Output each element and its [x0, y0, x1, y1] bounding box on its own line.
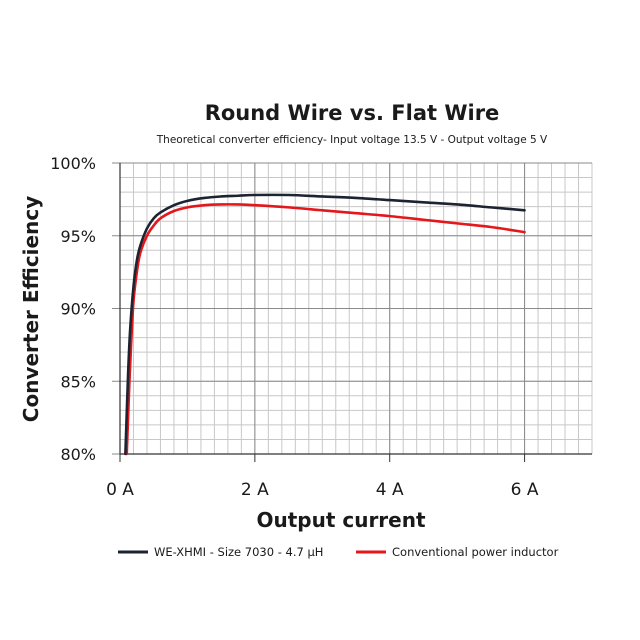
legend-label-conventional: Conventional power inductor — [392, 545, 559, 559]
series-line-we-xhmi — [124, 193, 526, 456]
y-tick-labels: 80% 85% 90% 95% 100% — [50, 154, 96, 464]
legend-label-we-xhmi: WE-XHMI - Size 7030 - 4.7 µH — [154, 545, 323, 559]
series-line-conventional — [125, 203, 526, 456]
y-tick-label: 90% — [60, 300, 96, 319]
x-tick-label: 6 A — [511, 480, 539, 500]
y-tick-label: 80% — [60, 445, 96, 464]
series-layer — [124, 193, 526, 456]
x-tick-labels: 0 A 2 A 4 A 6 A — [106, 480, 539, 500]
x-tick-label: 0 A — [106, 480, 134, 500]
y-tick-label: 85% — [60, 372, 96, 391]
y-tick-label: 100% — [50, 154, 96, 173]
x-tick-label: 4 A — [376, 480, 404, 500]
legend: WE-XHMI - Size 7030 - 4.7 µH Conventiona… — [118, 545, 559, 559]
x-tick-label: 2 A — [241, 480, 269, 500]
chart-title: Round Wire vs. Flat Wire — [205, 101, 500, 125]
axes — [119, 163, 592, 462]
x-axis-label: Output current — [256, 508, 426, 532]
y-axis-label: Converter Efficiency — [19, 196, 43, 422]
y-tick-label: 95% — [60, 227, 96, 246]
chart-subtitle: Theoretical converter efficiency- Input … — [156, 134, 548, 146]
